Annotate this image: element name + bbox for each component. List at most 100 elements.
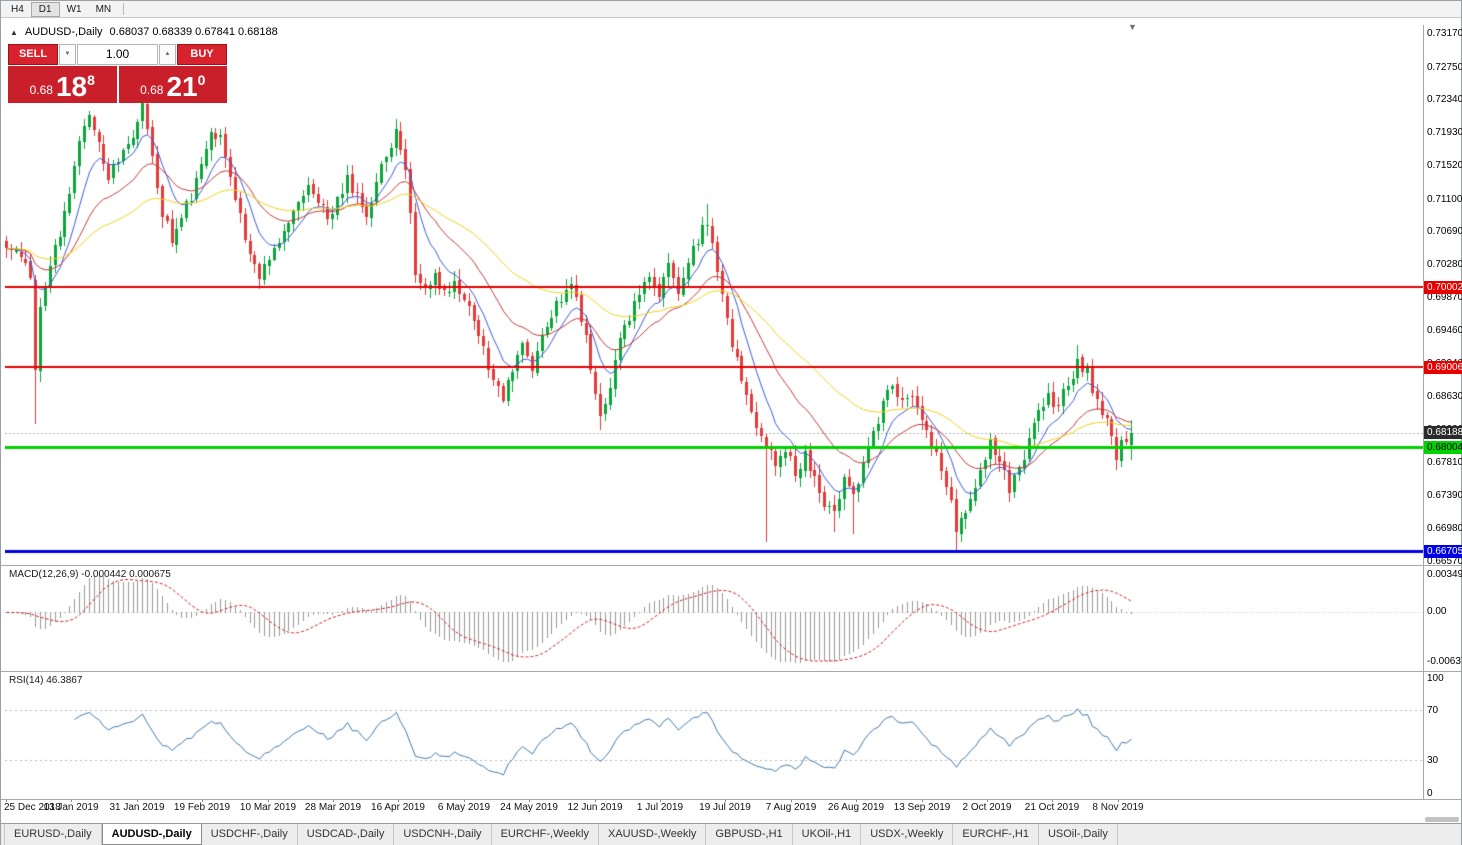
date-axis-label: 21 Oct 2019 xyxy=(1024,802,1080,813)
date-axis-tick xyxy=(464,799,465,802)
date-axis-label: 1 Jul 2019 xyxy=(636,802,684,813)
date-axis-tick xyxy=(71,799,72,802)
date-axis-label: 10 Mar 2019 xyxy=(239,802,297,813)
price-axis-separator xyxy=(1423,25,1424,799)
price-axis-label: 0.71100 xyxy=(1427,194,1462,205)
timeframe-button-mn[interactable]: MN xyxy=(95,3,112,15)
date-axis-tick xyxy=(595,799,596,802)
date-axis-tick xyxy=(529,799,530,802)
macd-axis-label: 0.00 xyxy=(1427,606,1447,617)
rsi-date-separator xyxy=(1,799,1461,800)
timeframe-toolbar[interactable]: H4 D1 W1 MN xyxy=(1,1,1461,18)
price-axis-label: 0.73170 xyxy=(1427,28,1462,39)
price-axis-label: 0.70280 xyxy=(1427,259,1462,270)
date-axis-label: 31 Jan 2019 xyxy=(109,802,165,813)
toolbar-separator xyxy=(123,3,125,15)
chart-ohlc-values: 0.68037 0.68339 0.67841 0.68188 xyxy=(109,26,278,38)
chart-tab-eurchfh1[interactable]: EURCHF-,H1 xyxy=(953,824,1039,845)
date-axis-tick xyxy=(333,799,334,802)
date-axis-tick xyxy=(268,799,269,802)
main-macd-separator[interactable] xyxy=(1,565,1461,566)
macd-rsi-separator[interactable] xyxy=(1,671,1461,672)
price-level-tag[interactable]: 0.66705 xyxy=(1424,545,1462,558)
price-level-tag[interactable]: 0.68004 xyxy=(1424,441,1462,454)
sell-price-pipette: 8 xyxy=(87,72,95,88)
chart-tab-eurchfweekly[interactable]: EURCHF-,Weekly xyxy=(492,824,599,845)
rsi-axis-label: 100 xyxy=(1427,673,1444,684)
chart-tab-ukoilh1[interactable]: UKOil-,H1 xyxy=(793,824,862,845)
price-axis-label: 0.69460 xyxy=(1427,325,1462,336)
timeframe-button-w1[interactable]: W1 xyxy=(66,3,82,15)
date-axis-label: 25 Dec 2018 xyxy=(4,802,61,813)
chart-tab-eurusddaily[interactable]: EURUSD-,Daily xyxy=(4,824,102,845)
date-axis-label: 6 May 2019 xyxy=(437,802,491,813)
chart-tab-usoildaily[interactable]: USOil-,Daily xyxy=(1039,824,1118,845)
macd-axis-label: -0.00637 xyxy=(1427,656,1462,667)
bid-price-tag: 0.68188 xyxy=(1424,426,1462,439)
price-axis-label: 0.66980 xyxy=(1427,523,1462,534)
horizontal-scrollbar-thumb[interactable] xyxy=(1425,817,1459,822)
chart-shift-marker-icon[interactable]: ▼ xyxy=(1128,22,1137,32)
price-axis-label: 0.71520 xyxy=(1427,160,1462,171)
date-axis-tick xyxy=(1118,799,1119,802)
date-axis-label: 7 Aug 2019 xyxy=(765,802,817,813)
macd-axis-label: 0.00349 xyxy=(1427,569,1462,580)
rsi-indicator-canvas[interactable] xyxy=(5,672,1423,798)
buy-button[interactable]: BUY xyxy=(177,44,227,65)
price-axis-label: 0.69870 xyxy=(1427,292,1462,303)
price-axis-label: 0.72340 xyxy=(1427,94,1462,105)
price-level-tag[interactable]: 0.70002 xyxy=(1424,281,1462,294)
chart-title: ▲ AUDUSD-,Daily 0.68037 0.68339 0.67841 … xyxy=(10,26,278,38)
chart-tab-gbpusdh1[interactable]: GBPUSD-,H1 xyxy=(706,824,793,845)
buy-price-pipette: 0 xyxy=(197,72,206,88)
date-axis-tick xyxy=(202,799,203,802)
date-axis-label: 2 Oct 2019 xyxy=(962,802,1012,813)
chart-tab-xauusdweekly[interactable]: XAUUSD-,Weekly xyxy=(599,824,707,845)
chart-tabs-bar[interactable]: EURUSD-,Daily AUDUSD-,Daily USDCHF-,Daily U… xyxy=(1,823,1461,845)
date-axis-label: 26 Aug 2019 xyxy=(827,802,885,813)
one-click-collapse-icon[interactable]: ▲ xyxy=(10,27,18,37)
price-axis-label: 0.72750 xyxy=(1427,62,1462,73)
price-axis-label: 0.70690 xyxy=(1427,226,1462,237)
sell-price-big-digits: 18 xyxy=(55,71,88,102)
chart-tab-usdchfdaily[interactable]: USDCHF-,Daily xyxy=(202,824,298,845)
date-axis-label: 13 Sep 2019 xyxy=(893,802,951,813)
price-axis-label: 0.68630 xyxy=(1427,391,1462,402)
date-axis-tick xyxy=(1052,799,1053,802)
rsi-axis-label: 0 xyxy=(1427,788,1433,799)
volume-decrease-button[interactable]: ▼ xyxy=(59,44,76,65)
price-axis-label: 0.67390 xyxy=(1427,490,1462,501)
volume-increase-button[interactable]: ▲ xyxy=(159,44,176,65)
date-axis-label: 16 Apr 2019 xyxy=(371,802,425,813)
price-chart-canvas[interactable] xyxy=(5,25,1423,565)
date-axis-label: 19 Feb 2019 xyxy=(173,802,231,813)
timeframe-button-h4[interactable]: H4 xyxy=(11,3,24,15)
volume-input[interactable]: 1.00 xyxy=(77,44,158,65)
date-axis-tick xyxy=(398,799,399,802)
buy-price-prefix: 0.68 xyxy=(140,83,164,97)
price-axis-label: 0.66570 xyxy=(1427,556,1462,567)
rsi-axis-label: 70 xyxy=(1427,705,1439,716)
price-level-tag[interactable]: 0.69006 xyxy=(1424,361,1462,374)
one-click-trading-panel: SELL ▼ 1.00 ▲ BUY 0.68 18 8 0.68 21 0 xyxy=(8,44,227,103)
date-axis-label: 24 May 2019 xyxy=(500,802,558,813)
buy-price-display[interactable]: 0.68 21 0 xyxy=(118,66,227,103)
macd-indicator-canvas[interactable] xyxy=(5,566,1423,670)
chart-tab-audusddaily[interactable]: AUDUSD-,Daily xyxy=(101,824,202,845)
price-axis-label: 0.71930 xyxy=(1427,127,1462,138)
date-axis-label: 19 Jul 2019 xyxy=(699,802,751,813)
sell-price-display[interactable]: 0.68 18 8 xyxy=(8,66,117,103)
sell-price-prefix: 0.68 xyxy=(29,83,53,97)
chart-tab-usdcaddaily[interactable]: USDCAD-,Daily xyxy=(298,824,395,845)
chart-tab-usdcnhdaily[interactable]: USDCNH-,Daily xyxy=(394,824,492,845)
chart-symbol-title: AUDUSD-,Daily xyxy=(24,26,103,38)
date-axis-label: 13 Jan 2019 xyxy=(43,802,99,813)
chart-tab-usdxweekly[interactable]: USDX-,Weekly xyxy=(861,824,954,845)
sell-button[interactable]: SELL xyxy=(8,44,58,65)
macd-indicator-label: MACD(12,26,9) -0.000442 0.000675 xyxy=(9,569,171,580)
date-axis-label: 28 Mar 2019 xyxy=(304,802,362,813)
date-axis-tick xyxy=(725,799,726,802)
timeframe-button-d1[interactable]: D1 xyxy=(30,1,60,17)
trade-controls-row: SELL ▼ 1.00 ▲ BUY xyxy=(8,44,227,65)
trade-prices-row: 0.68 18 8 0.68 21 0 xyxy=(8,66,227,103)
